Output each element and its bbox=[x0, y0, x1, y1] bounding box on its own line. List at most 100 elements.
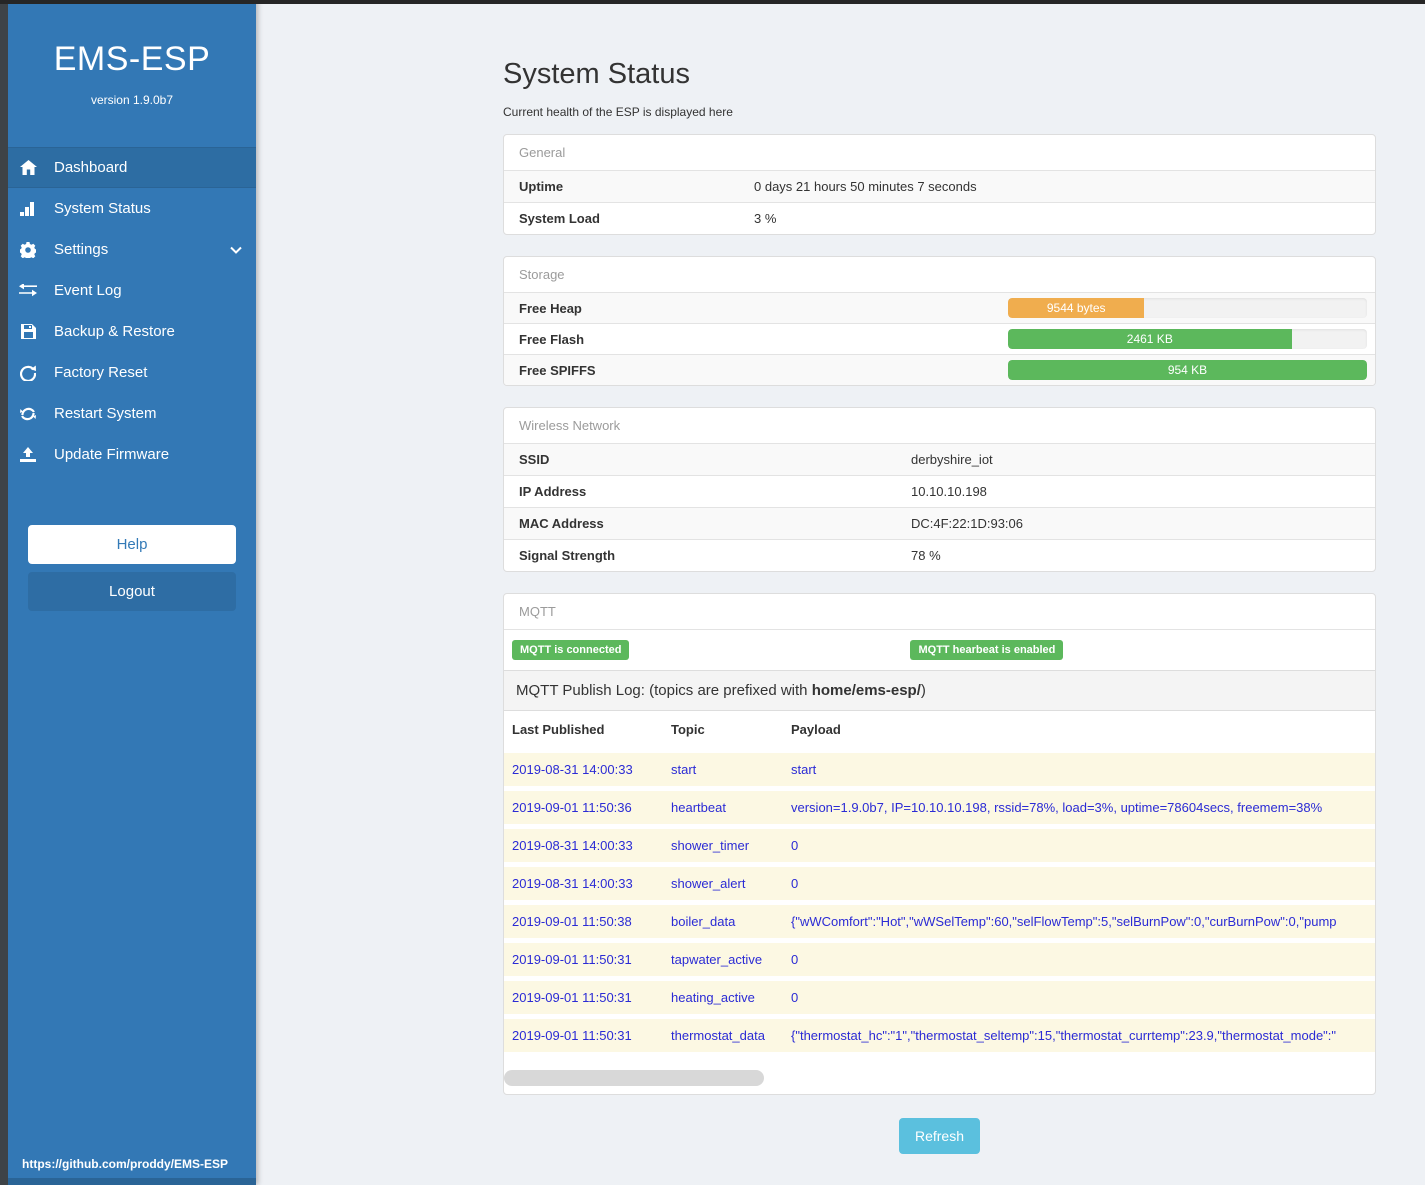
log-topic: heartbeat bbox=[663, 786, 783, 827]
sidebar-menu: Dashboard System Status Settings Event L… bbox=[8, 147, 256, 475]
mqtt-badges-row: MQTT is connected MQTT hearbeat is enabl… bbox=[504, 629, 1375, 670]
app-title: EMS-ESP bbox=[53, 40, 211, 78]
log-topic: shower_alert bbox=[663, 862, 783, 903]
storage-panel: Storage Free Heap 9544 bytes Free Flash … bbox=[503, 256, 1376, 386]
log-topic: shower_timer bbox=[663, 824, 783, 865]
log-payload: {"thermostat_hc":"1","thermostat_seltemp… bbox=[783, 1014, 1375, 1052]
sidebar-item-factory-reset[interactable]: Factory Reset bbox=[8, 352, 256, 393]
log-date: 2019-09-01 11:50:31 bbox=[504, 1014, 663, 1052]
free-flash-row: Free Flash 2461 KB bbox=[504, 323, 1375, 354]
home-icon bbox=[18, 160, 38, 176]
ip-address-label: IP Address bbox=[519, 484, 587, 499]
free-spiffs-progress-fill: 954 KB bbox=[1008, 360, 1367, 380]
reset-icon bbox=[18, 365, 38, 381]
sidebar-item-event-log[interactable]: Event Log bbox=[8, 270, 256, 311]
chevron-down-icon bbox=[230, 241, 242, 258]
ssid-label: SSID bbox=[519, 452, 550, 467]
wireless-panel-header: Wireless Network bbox=[519, 418, 621, 433]
log-payload: version=1.9.0b7, IP=10.10.10.198, rssid=… bbox=[783, 786, 1375, 827]
wireless-panel: Wireless Network SSID derbyshire_iot IP … bbox=[503, 407, 1376, 572]
upload-icon bbox=[18, 447, 38, 463]
uptime-row: Uptime 0 days 21 hours 50 minutes 7 seco… bbox=[504, 170, 1375, 202]
col-topic: Topic bbox=[663, 710, 783, 751]
gear-icon bbox=[18, 241, 38, 258]
free-heap-progress-fill: 9544 bytes bbox=[1008, 298, 1145, 318]
log-date: 2019-08-31 14:00:33 bbox=[504, 824, 663, 865]
uptime-value: 0 days 21 hours 50 minutes 7 seconds bbox=[754, 179, 977, 194]
sidebar-buttons: Help Logout bbox=[8, 525, 256, 611]
mqtt-panel: MQTT MQTT is connected MQTT hearbeat is … bbox=[503, 593, 1376, 1095]
main-content: System Status Current health of the ESP … bbox=[256, 0, 1425, 1185]
save-icon bbox=[18, 324, 38, 340]
free-spiffs-row: Free SPIFFS 954 KB bbox=[504, 354, 1375, 385]
sidebar-item-backup-restore[interactable]: Backup & Restore bbox=[8, 311, 256, 352]
log-topic: thermostat_data bbox=[663, 1014, 783, 1052]
app-version: version 1.9.0b7 bbox=[90, 93, 174, 107]
log-payload: start bbox=[783, 748, 1375, 789]
sidebar-item-system-status[interactable]: System Status bbox=[8, 188, 256, 229]
page-title: System Status bbox=[503, 58, 690, 90]
publish-log-prefix: MQTT Publish Log: (topics are prefixed w… bbox=[516, 682, 812, 699]
storage-panel-header: Storage bbox=[519, 267, 565, 282]
mac-address-label: MAC Address bbox=[519, 516, 604, 531]
log-payload: 0 bbox=[783, 976, 1375, 1017]
sidebar-item-label: Event Log bbox=[54, 282, 122, 299]
table-row: 2019-09-01 11:50:38 boiler_data {"wWComf… bbox=[504, 900, 1375, 941]
mqtt-publish-log-table: Last Published Topic Payload 2019-08-31 … bbox=[504, 710, 1375, 1052]
free-heap-label: Free Heap bbox=[519, 300, 582, 316]
log-topic: tapwater_active bbox=[663, 938, 783, 979]
table-row: 2019-09-01 11:50:31 tapwater_active 0 bbox=[504, 938, 1375, 979]
free-heap-progressbar: 9544 bytes bbox=[1008, 298, 1367, 318]
table-row: 2019-08-31 14:00:33 start start bbox=[504, 748, 1375, 789]
bar-chart-icon bbox=[18, 201, 38, 217]
sidebar-item-label: System Status bbox=[54, 200, 151, 217]
system-load-label: System Load bbox=[519, 211, 600, 226]
sidebar-item-settings[interactable]: Settings bbox=[8, 229, 256, 270]
table-row: 2019-09-01 11:50:36 heartbeat version=1.… bbox=[504, 786, 1375, 827]
github-link[interactable]: https://github.com/proddy/EMS-ESP bbox=[22, 1157, 228, 1171]
log-payload: 0 bbox=[783, 938, 1375, 979]
system-load-value: 3 % bbox=[754, 211, 777, 226]
top-dark-bar bbox=[0, 0, 1425, 4]
help-button[interactable]: Help bbox=[28, 525, 236, 564]
horizontal-scrollbar bbox=[504, 1052, 1375, 1094]
log-payload: {"wWComfort":"Hot","wWSelTemp":60,"selFl… bbox=[783, 900, 1375, 941]
signal-strength-label: Signal Strength bbox=[519, 548, 616, 563]
mac-address-row: MAC Address DC:4F:22:1D:93:06 bbox=[504, 507, 1375, 539]
table-row: 2019-08-31 14:00:33 shower_alert 0 bbox=[504, 862, 1375, 903]
ip-address-row: IP Address 10.10.10.198 bbox=[504, 475, 1375, 507]
log-date: 2019-09-01 11:50:31 bbox=[504, 938, 663, 979]
sidebar-item-dashboard[interactable]: Dashboard bbox=[8, 147, 256, 188]
col-last-published: Last Published bbox=[504, 710, 663, 751]
system-load-row: System Load 3 % bbox=[504, 202, 1375, 234]
log-table-header-row: Last Published Topic Payload bbox=[504, 710, 1375, 751]
free-spiffs-label: Free SPIFFS bbox=[519, 362, 596, 378]
ssid-row: SSID derbyshire_iot bbox=[504, 443, 1375, 475]
publish-log-topic-prefix: home/ems-esp/ bbox=[811, 682, 921, 699]
log-payload: 0 bbox=[783, 824, 1375, 865]
log-date: 2019-08-31 14:00:33 bbox=[504, 862, 663, 903]
refresh-button[interactable]: Refresh bbox=[898, 1118, 981, 1154]
log-date: 2019-09-01 11:50:36 bbox=[504, 786, 663, 827]
uptime-label: Uptime bbox=[519, 179, 564, 194]
scrollbar-thumb[interactable] bbox=[504, 1070, 764, 1086]
sidebar-item-label: Update Firmware bbox=[54, 446, 170, 463]
sidebar-item-update-firmware[interactable]: Update Firmware bbox=[8, 434, 256, 475]
log-topic: start bbox=[663, 748, 783, 789]
log-payload: 0 bbox=[783, 862, 1375, 903]
signal-strength-row: Signal Strength 78 % bbox=[504, 539, 1375, 571]
mqtt-heartbeat-badge: MQTT hearbeat is enabled bbox=[910, 640, 1064, 660]
ssid-value: derbyshire_iot bbox=[911, 452, 993, 467]
page-subtitle: Current health of the ESP is displayed h… bbox=[503, 105, 733, 119]
signal-strength-value: 78 % bbox=[911, 548, 941, 563]
table-row: 2019-09-01 11:50:31 thermostat_data {"th… bbox=[504, 1014, 1375, 1052]
exchange-icon bbox=[18, 283, 38, 299]
mqtt-panel-header: MQTT bbox=[519, 604, 556, 619]
sidebar-bottom-strip bbox=[8, 1178, 256, 1185]
publish-log-suffix: ) bbox=[920, 682, 926, 699]
logout-button[interactable]: Logout bbox=[28, 572, 236, 611]
general-panel-header: General bbox=[519, 145, 566, 160]
log-date: 2019-09-01 11:50:31 bbox=[504, 976, 663, 1017]
log-topic: heating_active bbox=[663, 976, 783, 1017]
sidebar-item-restart-system[interactable]: Restart System bbox=[8, 393, 256, 434]
